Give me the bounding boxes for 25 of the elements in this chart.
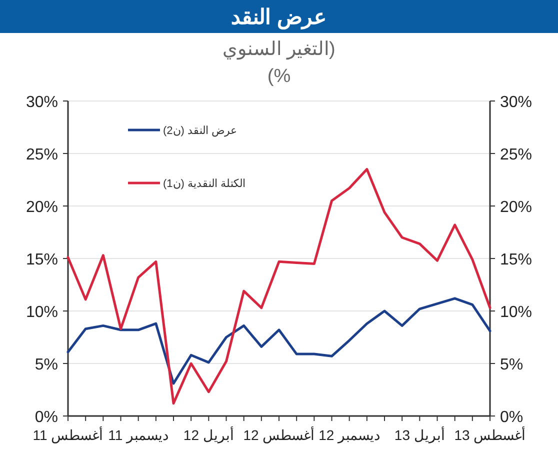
x-tick-label: أغسطس 12 [243,425,315,444]
y-tick-label: 0% [34,409,58,426]
x-tick-label: ديسمبر 12 [318,427,380,444]
legend-label: عرض النقد (ن2) [163,125,238,137]
chart-title: عرض النقد [231,6,327,30]
x-tick-label: أغسطس 11 [32,425,104,444]
y2-tick-label: 5% [500,356,524,374]
y2-tick-label: 25% [500,146,532,164]
y-tick-label: 5% [34,356,58,374]
y-tick-label: 15% [26,252,58,268]
y-tick-label: 30% [26,94,58,111]
x-tick-label: أبريل 13 [394,425,445,444]
y2-tick-label: 15% [500,252,532,268]
legend-label: الكتلة النقدية (ن1) [163,178,246,190]
y2-tick-label: 0% [500,409,524,426]
chart-subtitle: (التغير السنوي %) [222,39,336,87]
x-tick-label: أغسطس 13 [454,425,526,444]
y-tick-label: 20% [26,199,58,216]
y-tick-label: 10% [26,304,58,321]
y-tick-label: 25% [26,146,58,164]
y2-tick-label: 20% [500,199,532,216]
y2-tick-label: 10% [500,304,532,321]
y2-tick-label: 30% [500,94,532,111]
x-tick-label: ديسمبر 11 [108,427,169,444]
x-tick-label: أبريل 12 [183,425,234,444]
